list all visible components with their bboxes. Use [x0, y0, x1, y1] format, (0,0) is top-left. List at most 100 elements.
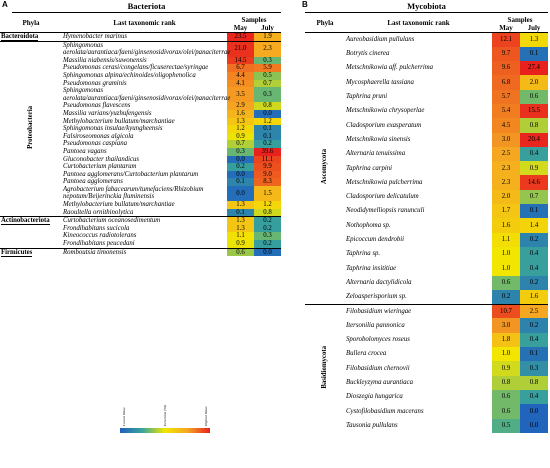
- value-cell: 0.0: [254, 109, 281, 118]
- value-cell: 1.8: [492, 332, 520, 348]
- row: Metschnikowia pulcherrima 2.3 14.6: [305, 175, 548, 190]
- taxon: Taphrina carpini: [346, 164, 393, 172]
- row: Cladosporium exasperatum 4.5 0.8: [305, 118, 548, 133]
- value-cell: 14.6: [520, 175, 548, 190]
- phylum: Bacteroidota: [1, 33, 39, 41]
- value-cell: 10.7: [492, 303, 520, 319]
- value-cell: 4.4: [227, 71, 254, 80]
- header-samples: Samples: [507, 16, 533, 24]
- row: Ascomycota Aureobasidium pullulans 12.1 1.3: [305, 31, 548, 305]
- value-cell: 39.6: [254, 147, 281, 156]
- value-cell: 0.0: [227, 170, 254, 179]
- value-cell: 9.0: [254, 170, 281, 179]
- value-cell: 1.5: [254, 185, 281, 202]
- taxon: Raoultella ornithinolytica: [63, 208, 134, 216]
- taxon: Metschnikowia sinensis: [346, 135, 411, 143]
- taxon: Alternaria dactylidicola: [346, 278, 412, 286]
- row: Falsiroseomonas algicola 0.9 0.1: [0, 132, 281, 141]
- value-cell: 0.6: [520, 89, 548, 104]
- taxon: Taphrina pruni: [346, 93, 388, 101]
- taxon: Pantoea agglomerans/Curtobacterium plant…: [63, 170, 199, 178]
- value-cell: 9.6: [492, 61, 520, 76]
- row: Sporobolomyces roseus 1.8 0.4: [305, 332, 548, 348]
- taxon: Pseudomonas caspiana: [63, 140, 127, 148]
- panel-letter: B: [302, 0, 308, 9]
- row: Methylobacterium bullatum/marchantiae 1.3…: [0, 201, 281, 209]
- taxon: Methylobacterium bullatum/marchantiae: [63, 117, 175, 125]
- value-cell: 0.2: [254, 216, 281, 225]
- taxon: Pantoea vagans: [63, 147, 107, 155]
- phylum-cell: Basidiomycota: [305, 303, 345, 433]
- row: Taphrina insititiae 1.0 0.4: [305, 261, 548, 276]
- value-cell: 0.1: [227, 178, 254, 186]
- value-cell: 3.5: [227, 87, 254, 103]
- value-cell: 0.3: [227, 147, 254, 156]
- value-cell: 0.0: [254, 247, 281, 257]
- taxon: Frondihabitans peucedani: [63, 240, 135, 248]
- value-cell: 23.5: [227, 32, 254, 42]
- value-cell: 3.0: [492, 132, 520, 147]
- value-cell: 2.0: [520, 75, 548, 90]
- value-cell: 0.9: [227, 240, 254, 249]
- value-cell: 0.2: [254, 240, 281, 249]
- taxon: Massilia varians/yuzhufengensis: [63, 109, 152, 117]
- taxon: Metschnikowia pulcherrima: [346, 178, 423, 186]
- value-cell: 0.2: [254, 224, 281, 233]
- header-july: July: [254, 24, 281, 33]
- value-cell: 0.6: [227, 247, 254, 257]
- row: Metschnikowia aff. pulcherrima 9.6 27.4: [305, 61, 548, 76]
- legend-high: Highest Value: [204, 406, 208, 426]
- value-cell: 1.3: [227, 216, 254, 225]
- taxon: Aureobasidium pullulans: [345, 31, 492, 47]
- value-cell: 0.5: [254, 71, 281, 80]
- value-cell: 0.6: [492, 275, 520, 290]
- thead: Phyla Last taxonomic rank Samples May July: [0, 13, 281, 33]
- value-cell: 4.5: [492, 118, 520, 133]
- value-cell: 11.1: [254, 155, 281, 164]
- value-cell: 2.5: [520, 303, 548, 319]
- value-cell: 0.7: [254, 79, 281, 88]
- taxon: Metschnikowia aff. pulcherrima: [346, 64, 434, 72]
- value-cell: 0.2: [520, 232, 548, 247]
- taxon: Falsiroseomonas algicola: [63, 132, 134, 140]
- value-cell: 0.8: [254, 208, 281, 217]
- value-cell: 1.2: [254, 201, 281, 209]
- value-cell: 1.2: [254, 117, 281, 126]
- taxon: Filobasidium wieringae: [345, 303, 492, 319]
- value-cell: 1.0: [492, 347, 520, 362]
- value-cell: 20.4: [520, 132, 548, 147]
- value-cell: 1.6: [227, 109, 254, 118]
- value-cell: 0.9: [492, 361, 520, 376]
- value-cell: 0.3: [254, 56, 281, 65]
- taxon: Botrytis cinerea: [346, 50, 390, 58]
- taxon: Cladosporium delicatulum: [346, 193, 419, 201]
- value-cell: 1.3: [520, 31, 548, 47]
- taxon: Taphrina insititiae: [346, 264, 397, 272]
- value-cell: 0.8: [492, 375, 520, 390]
- value-cell: 0.5: [492, 418, 520, 433]
- value-cell: 0.6: [492, 404, 520, 419]
- table: Phyla Last taxonomic rank Samples May July As…: [305, 13, 548, 433]
- row: Firmicutes Romboutsia timonensis 0.6 0.0: [0, 247, 281, 257]
- row: Pantoea vagans 0.3 39.6: [0, 147, 281, 156]
- row: Pantoea agglomerans 0.1 8.3: [0, 178, 281, 186]
- value-cell: 2.3: [492, 175, 520, 190]
- taxon: Kineococcus radiotolerans: [63, 232, 137, 240]
- value-cell: 0.2: [254, 140, 281, 148]
- taxon: Taphrina sp.: [346, 250, 381, 258]
- value-cell: 14.5: [227, 56, 254, 65]
- header-row: Phyla Last taxonomic rank Samples: [0, 13, 281, 33]
- panel: A Bacteriota Phyla Last taxonomic rank Sampl…: [0, 0, 281, 257]
- tbody: Ascomycota Aureobasidium pullulans 12.1 1.3…: [305, 31, 548, 433]
- header-may: May: [227, 24, 254, 33]
- value-cell: 4.1: [227, 79, 254, 88]
- panel: B Mycobiota Phyla Last taxonomic rank Sample…: [302, 0, 548, 433]
- value-cell: 2.9: [227, 102, 254, 110]
- taxon: Epicoccum dendrobii: [346, 236, 405, 243]
- taxon: Mycosphaerella tassiana: [346, 78, 414, 86]
- table: Phyla Last taxonomic rank Samples May July Ba…: [0, 13, 281, 257]
- taxon: Methylobacterium bullatum/marchantiae: [63, 201, 175, 209]
- row: Epicoccum dendrobii 1.1 0.2: [305, 232, 548, 247]
- color-legend: Lowest Value Percentile (50) Highest Val…: [120, 392, 210, 437]
- row: Mycosphaerella tassiana 6.8 2.0: [305, 75, 548, 90]
